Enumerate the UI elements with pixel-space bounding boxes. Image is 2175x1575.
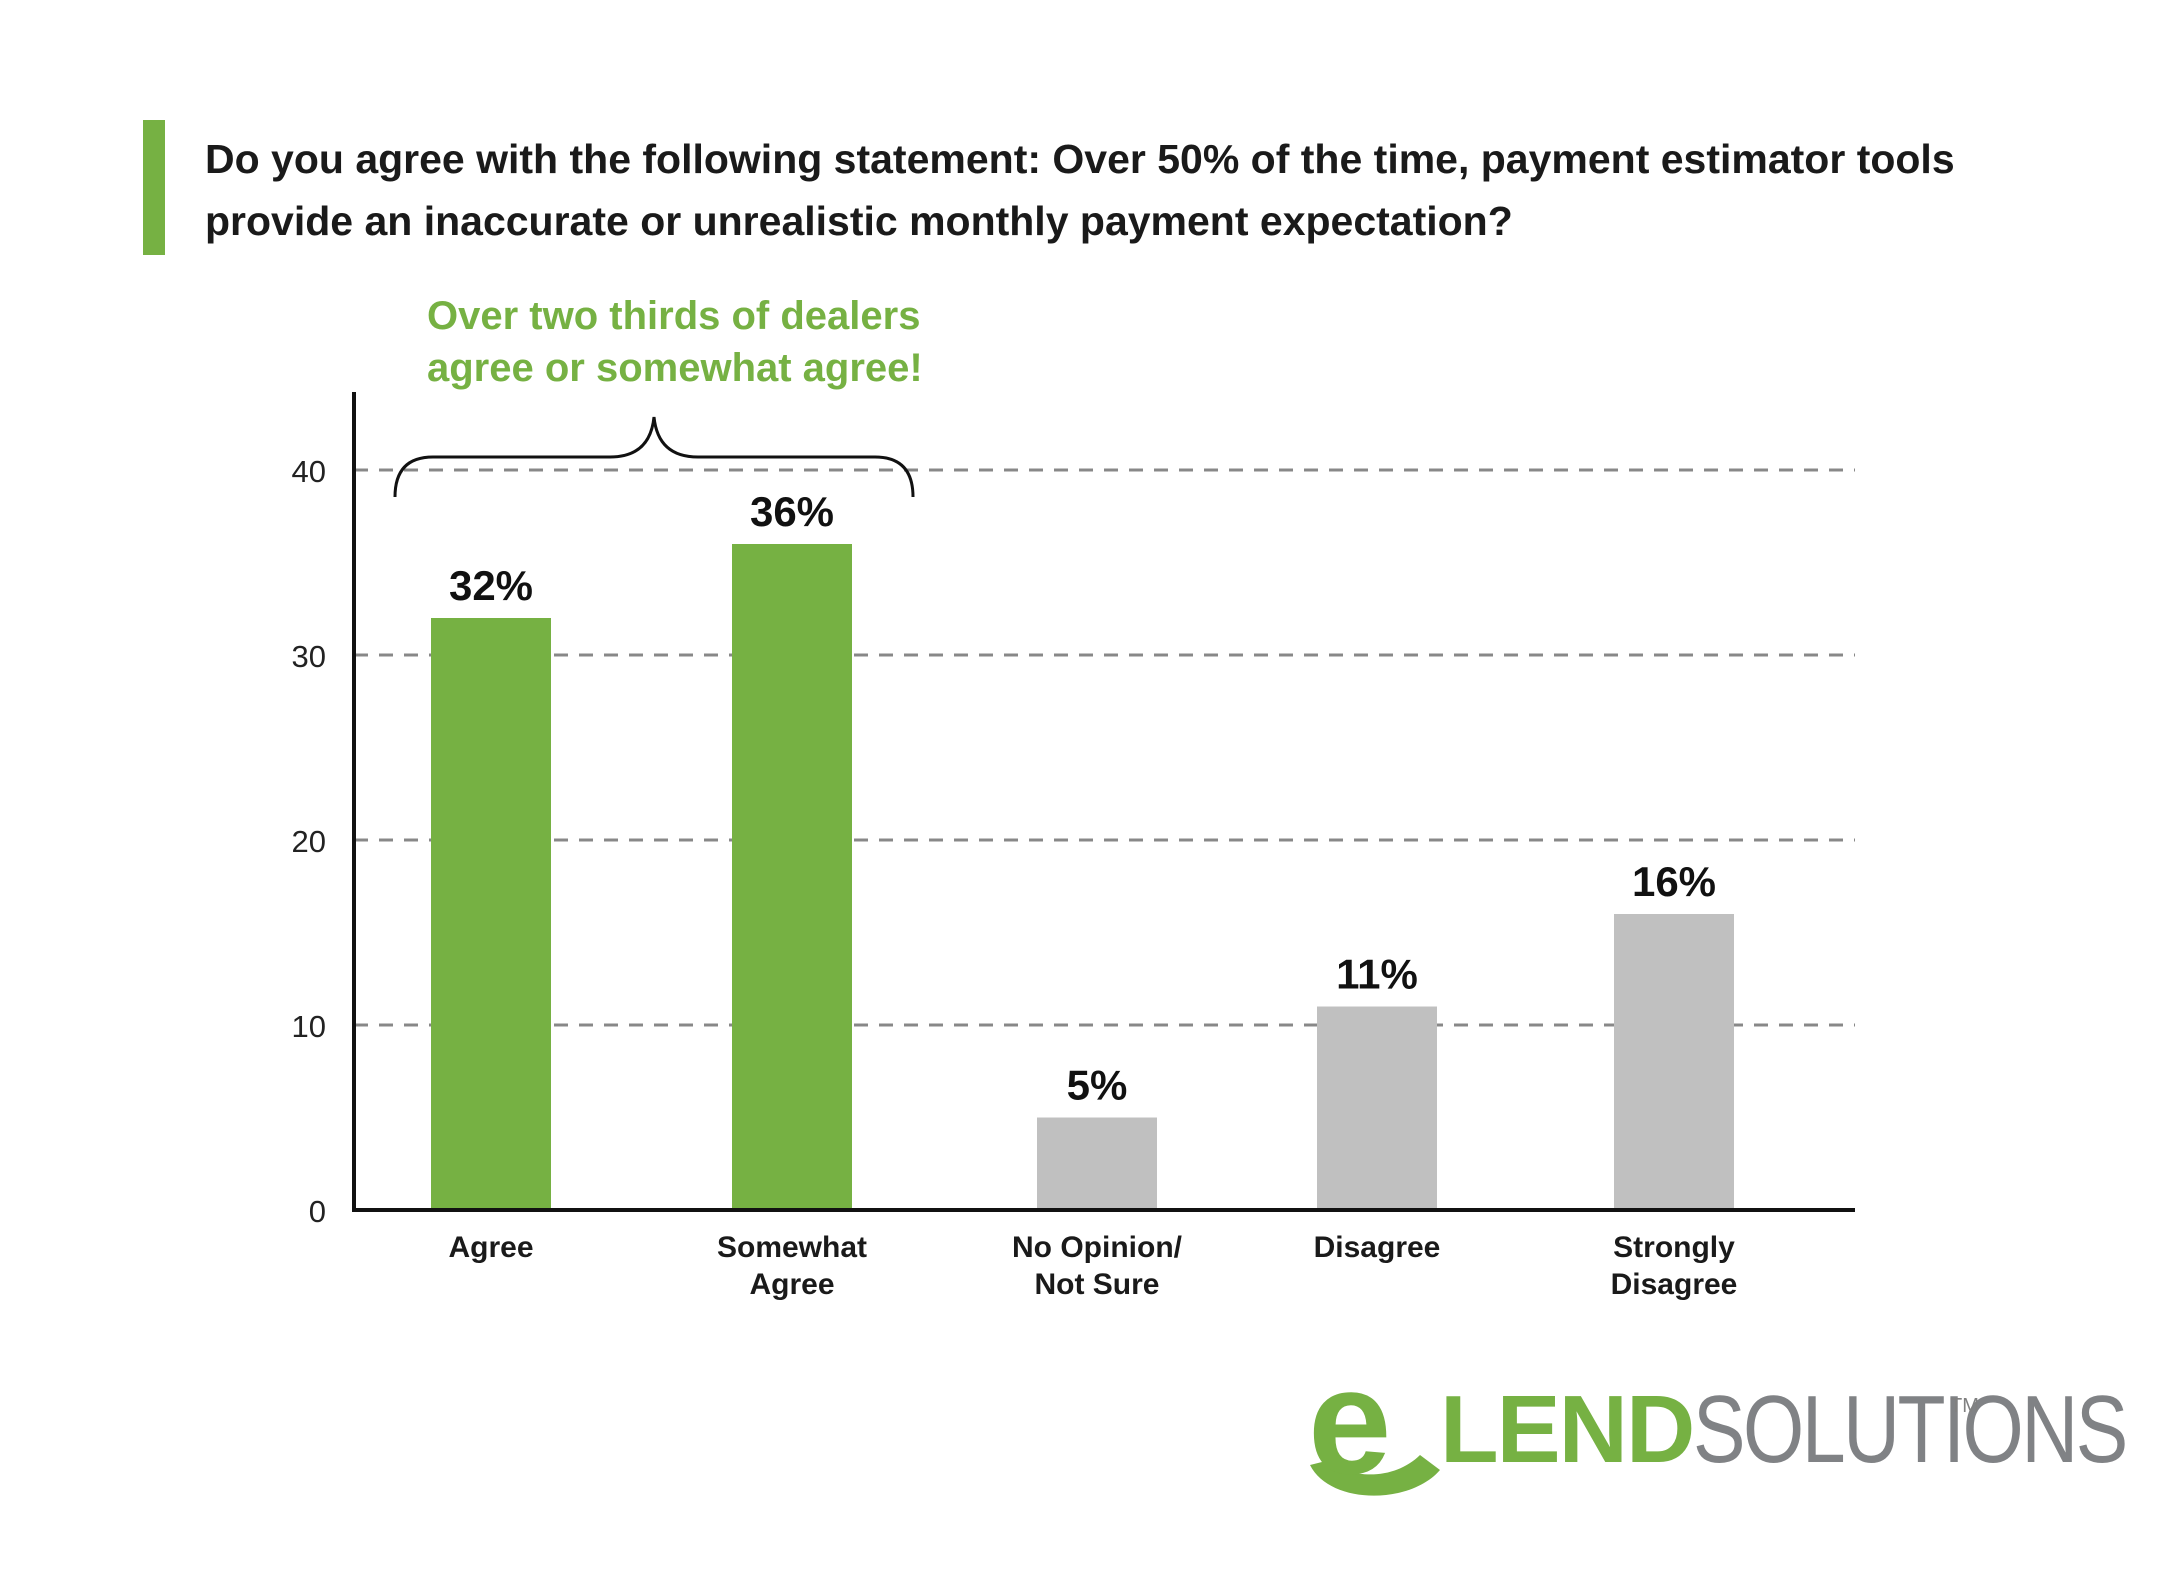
elend-solutions-logo: e LENDSOLUTIONS TM: [1300, 1355, 2129, 1505]
brace-annotation: [393, 416, 915, 498]
x-tick-label: No Opinion/: [1012, 1231, 1183, 1264]
elend-e-mark-icon: e: [1308, 1355, 1440, 1505]
x-tick-label: Disagree: [1314, 1231, 1441, 1264]
logo-trademark: TM: [1950, 1395, 1979, 1417]
data-label: 11%: [1336, 951, 1418, 998]
callout-line-1: Over two thirds of dealers: [427, 294, 921, 338]
y-tick-label: 40: [292, 454, 326, 489]
logo-lend: LEND: [1440, 1376, 1695, 1483]
x-tick-label: Agree: [749, 1268, 834, 1301]
x-tick-label: Disagree: [1611, 1268, 1738, 1301]
bar: [1614, 914, 1734, 1210]
title-accent-bar: [143, 120, 165, 255]
chart-title: Do you agree with the following statemen…: [205, 136, 1955, 244]
x-tick-label: Strongly: [1613, 1231, 1735, 1264]
x-tick-label: Agree: [448, 1231, 533, 1264]
y-tick-label: 0: [309, 1194, 326, 1229]
data-label: 32%: [449, 562, 533, 609]
bar: [1317, 1006, 1437, 1210]
y-tick-label: 10: [292, 1009, 326, 1044]
data-label: 16%: [1632, 858, 1716, 905]
bar: [431, 618, 551, 1210]
callout-line-2: agree or somewhat agree!: [427, 346, 923, 390]
bar: [732, 544, 852, 1210]
logo-wordmark: LENDSOLUTIONS: [1440, 1375, 2175, 1485]
bar: [1037, 1117, 1157, 1210]
svg-text:e: e: [1308, 1355, 1391, 1505]
callout-text: Over two thirds of dealers agree or some…: [427, 290, 1047, 394]
x-tick-label: Not Sure: [1034, 1268, 1159, 1301]
logo-solutions: SOLUTIONS: [1693, 1376, 2128, 1483]
y-tick-label: 20: [292, 824, 326, 859]
x-tick-label: Somewhat: [717, 1231, 867, 1264]
y-tick-label: 30: [292, 639, 326, 674]
data-label: 36%: [750, 488, 834, 535]
data-label: 5%: [1067, 1062, 1128, 1109]
